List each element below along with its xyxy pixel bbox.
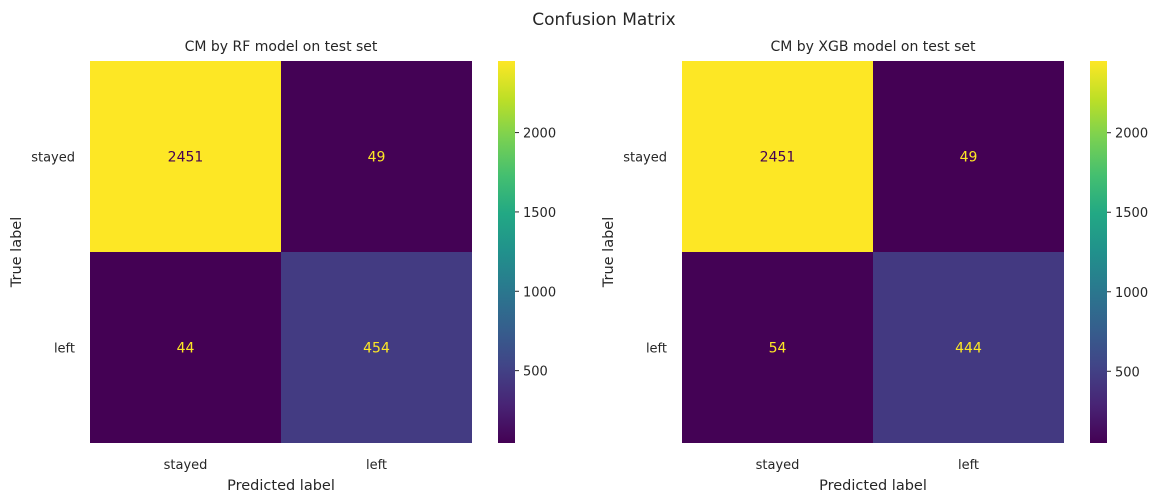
cell-value-label: 49 [368,150,386,166]
heatmap-cell [682,61,873,252]
subplot-title: CM by XGB model on test set [770,39,976,55]
heatmap-cell [281,61,472,252]
colorbar-tick-label: 2000 [523,127,556,142]
xgb-confusion-matrix-panel: CM by XGB model on test set 2451 49 54 444 st… [601,39,1148,494]
x-tick-label: left [958,458,979,473]
heatmap-cell [682,252,873,443]
cell-value-label: 444 [955,341,982,357]
y-tick-label: left [54,342,75,357]
colorbar-tick-label: 2000 [1115,127,1148,142]
heatmap-cell [873,252,1064,443]
colorbar-tick-label: 1500 [523,206,556,221]
heatmap-cell [90,61,281,252]
colorbar [498,61,515,443]
colorbar-tick-label: 1000 [1115,286,1148,301]
heatmap-cell [281,252,472,443]
y-axis-label: True label [601,217,617,288]
heatmap-cell [873,61,1064,252]
colorbar-tick-label: 500 [1115,365,1140,380]
x-tick-label: left [366,458,387,473]
y-tick-label: stayed [31,151,75,166]
rf-confusion-matrix-panel: CM by RF model on test set 2451 49 44 454 sta… [9,39,556,494]
subplot-title: CM by RF model on test set [185,39,378,55]
colorbar-tick-label: 1000 [523,285,556,300]
x-axis-label: Predicted label [227,478,335,494]
x-tick-label: stayed [164,458,208,473]
y-axis-label: True label [9,217,25,288]
y-tick-label: left [646,342,667,357]
cell-value-label: 44 [177,341,195,357]
colorbar-tick-label: 500 [523,365,548,380]
x-axis-label: Predicted label [819,478,927,494]
x-tick-label: stayed [756,458,800,473]
cell-value-label: 2451 [168,150,204,166]
colorbar-tick-label: 1500 [1115,206,1148,221]
y-tick-label: stayed [623,151,667,166]
colorbar [1090,61,1107,443]
cell-value-label: 2451 [760,150,796,166]
cell-value-label: 54 [769,341,787,357]
figure-title: Confusion Matrix [532,10,676,30]
cell-value-label: 454 [363,341,390,357]
heatmap-cell [90,252,281,443]
cell-value-label: 49 [960,150,978,166]
